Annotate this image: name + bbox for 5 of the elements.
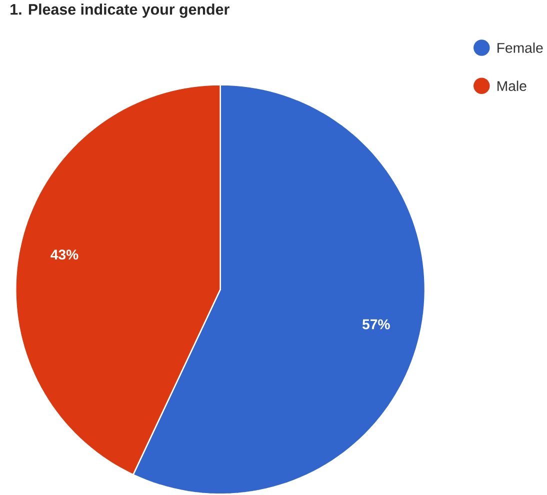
- legend-label: Male: [498, 80, 526, 92]
- legend-label: Female: [498, 42, 543, 54]
- data-label: 43%: [50, 250, 78, 260]
- chart-title: 1. Please indicate your gender: [10, 4, 230, 18]
- data-label: 57%: [362, 319, 390, 330]
